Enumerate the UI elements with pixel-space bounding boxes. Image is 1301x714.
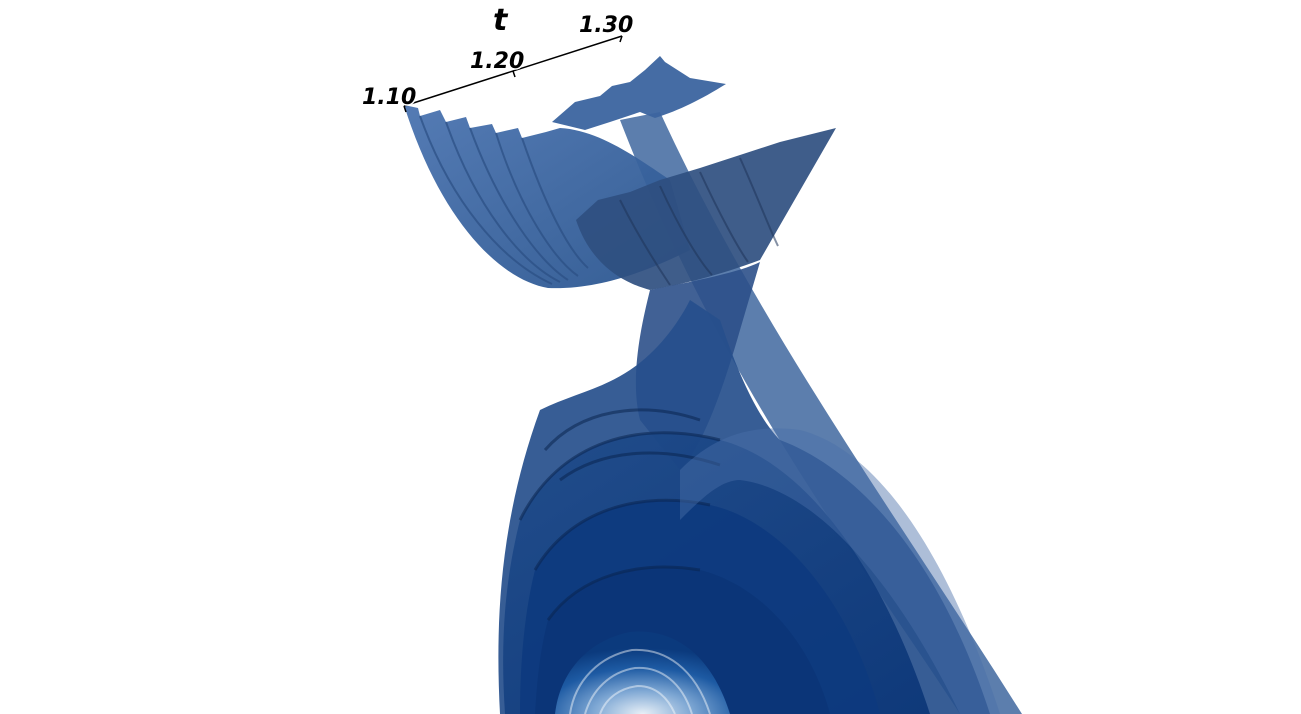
t-axis-title: t xyxy=(493,3,509,38)
t-axis-tick-label-1: 1.10 xyxy=(362,85,416,110)
core-rings xyxy=(569,648,711,714)
top-right-fragment xyxy=(552,56,726,130)
t-axis-tick-label-2: 1.20 xyxy=(470,49,524,74)
upper-surface-striations xyxy=(419,115,589,285)
bright-core xyxy=(555,631,730,714)
lower-right-overlay xyxy=(680,428,1000,714)
middle-ridge-band xyxy=(576,128,836,290)
ridge-striations xyxy=(619,157,779,286)
t-axis-tick-label-3: 1.30 xyxy=(579,13,633,38)
shell-edge-arcs xyxy=(518,408,721,621)
t-axis-tick-3 xyxy=(619,35,623,43)
t-axis: t 1.10 1.20 1.30 xyxy=(361,2,635,113)
t-axis-tick-2 xyxy=(512,70,516,78)
t-axis-tick-1 xyxy=(403,105,407,113)
